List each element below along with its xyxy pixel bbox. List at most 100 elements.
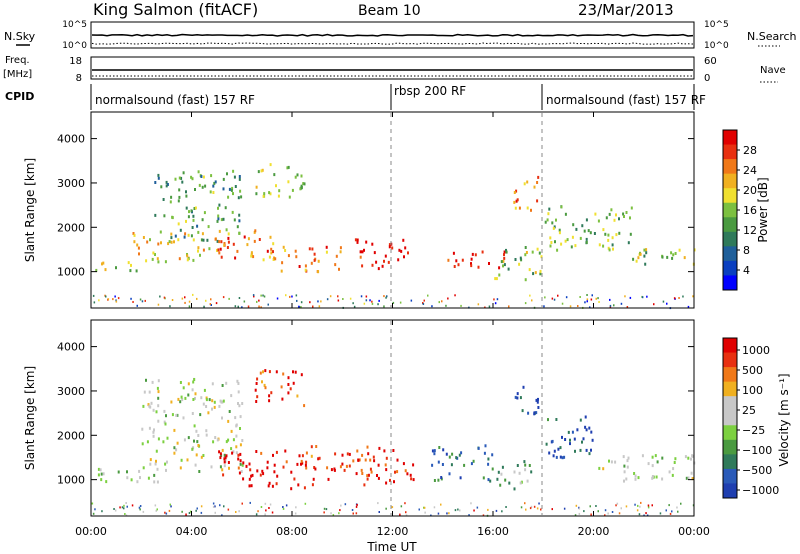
- range-gate-cell: [232, 192, 234, 196]
- range-gate-cell: [165, 180, 168, 184]
- range-gate-cell: [358, 458, 361, 462]
- range-gate-cell: [388, 243, 391, 247]
- range-gate-cell: [608, 459, 610, 463]
- range-gate-cell: [423, 506, 425, 509]
- range-gate-cell: [359, 250, 362, 254]
- range-gate-cell: [202, 238, 205, 242]
- range-gate-cell: [212, 502, 215, 505]
- range-gate-cell: [644, 262, 647, 266]
- range-gate-cell: [168, 240, 171, 244]
- range-gate-cell: [184, 396, 187, 400]
- range-gate-cell: [351, 509, 354, 511]
- range-gate-cell: [632, 257, 635, 261]
- range-gate-cell: [505, 250, 508, 254]
- range-gate-cell: [383, 449, 386, 453]
- colorbar-swatch: [723, 246, 737, 262]
- range-gate-cell: [526, 479, 529, 483]
- range-gate-cell: [222, 217, 225, 221]
- range-gate-cell: [585, 218, 588, 222]
- range-gate-cell: [127, 261, 130, 265]
- range-gate-cell: [190, 234, 193, 238]
- range-gate-cell: [502, 264, 504, 268]
- range-gate-cell: [221, 448, 224, 452]
- range-gate-cell: [423, 299, 425, 302]
- range-gate-cell: [673, 461, 676, 464]
- range-gate-cell: [441, 463, 444, 466]
- range-gate-cell: [254, 388, 257, 392]
- range-gate-cell: [523, 460, 526, 464]
- range-gate-cell: [166, 436, 169, 440]
- range-gate-cell: [656, 460, 659, 464]
- range-gate-cell: [536, 199, 539, 203]
- range-gate-cell: [561, 302, 564, 305]
- range-gate-cell: [339, 250, 342, 254]
- range-gate-cell: [261, 380, 263, 384]
- colorbar-tick-label: −1000: [742, 484, 779, 497]
- range-gate-cell: [181, 297, 184, 300]
- range-gate-cell: [530, 505, 533, 508]
- range-gate-cell: [543, 305, 545, 308]
- range-gate-cell: [433, 479, 436, 482]
- range-gate-cell: [255, 450, 258, 453]
- range-gate-cell: [669, 512, 672, 515]
- range-gate-cell: [487, 457, 490, 461]
- range-gate-cell: [249, 468, 252, 472]
- range-gate-cell: [156, 480, 159, 484]
- colorbar-swatch: [723, 468, 737, 484]
- range-gate-cell: [262, 258, 265, 262]
- range-gate-cell: [626, 465, 629, 469]
- range-gate-cell: [201, 232, 204, 236]
- range-gate-cell: [554, 240, 556, 244]
- range-gate-cell: [263, 192, 266, 196]
- range-gate-cell: [200, 511, 203, 514]
- range-gate-cell: [200, 396, 203, 400]
- range-gate-cell: [170, 236, 173, 240]
- range-gate-cell: [100, 478, 103, 482]
- count-tick-top-left: 10^5: [62, 20, 87, 30]
- range-gate-cell: [132, 232, 135, 235]
- x-tick-label: 00:00: [678, 525, 710, 538]
- range-gate-cell: [406, 472, 409, 476]
- range-gate-cell: [255, 185, 258, 189]
- range-gate-cell: [287, 254, 290, 258]
- colorbar-tick-label: 24: [743, 164, 757, 177]
- range-gate-cell: [181, 510, 183, 513]
- range-gate-cell: [361, 250, 364, 254]
- range-gate-cell: [280, 269, 283, 273]
- range-gate-cell: [618, 217, 620, 221]
- range-gate-cell: [154, 504, 157, 507]
- range-gate-cell: [391, 506, 394, 509]
- range-gate-cell: [558, 231, 561, 235]
- range-gate-cell: [334, 263, 337, 267]
- range-gate-cell: [269, 192, 272, 196]
- range-gate-cell: [202, 248, 205, 252]
- range-gate-cell: [242, 477, 245, 481]
- range-gate-cell: [583, 510, 585, 513]
- range-gate-cell: [459, 509, 461, 512]
- range-gate-cell: [361, 453, 364, 457]
- range-gate-cell: [153, 480, 156, 484]
- range-gate-cell: [173, 428, 176, 432]
- range-gate-cell: [671, 510, 673, 513]
- nave-label: Nave: [760, 65, 786, 76]
- range-gate-cell: [248, 462, 251, 466]
- range-gate-cell: [607, 233, 610, 237]
- range-gate-cell: [199, 253, 201, 257]
- range-gate-cell: [220, 218, 223, 222]
- range-gate-cell: [312, 477, 315, 481]
- range-gate-cell: [457, 508, 459, 511]
- range-gate-cell: [185, 190, 187, 194]
- range-gate-cell: [519, 396, 522, 400]
- range-gate-cell: [170, 240, 173, 244]
- range-gate-cell: [499, 483, 502, 487]
- velocity-panel: 1000 2000 3000 4000 Slant Range [km] 1000 50…: [23, 319, 791, 517]
- range-gate-cell: [634, 477, 637, 481]
- range-gate-cell: [454, 294, 456, 297]
- range-gate-cell: [203, 388, 206, 392]
- range-gate-cell: [298, 454, 301, 458]
- range-gate-cell: [586, 300, 588, 303]
- range-gate-cell: [230, 394, 233, 398]
- range-gate-cell: [177, 397, 180, 401]
- power-colorbar: 4 8 12 16 20 24 28: [722, 129, 757, 291]
- range-gate-cell: [189, 510, 192, 513]
